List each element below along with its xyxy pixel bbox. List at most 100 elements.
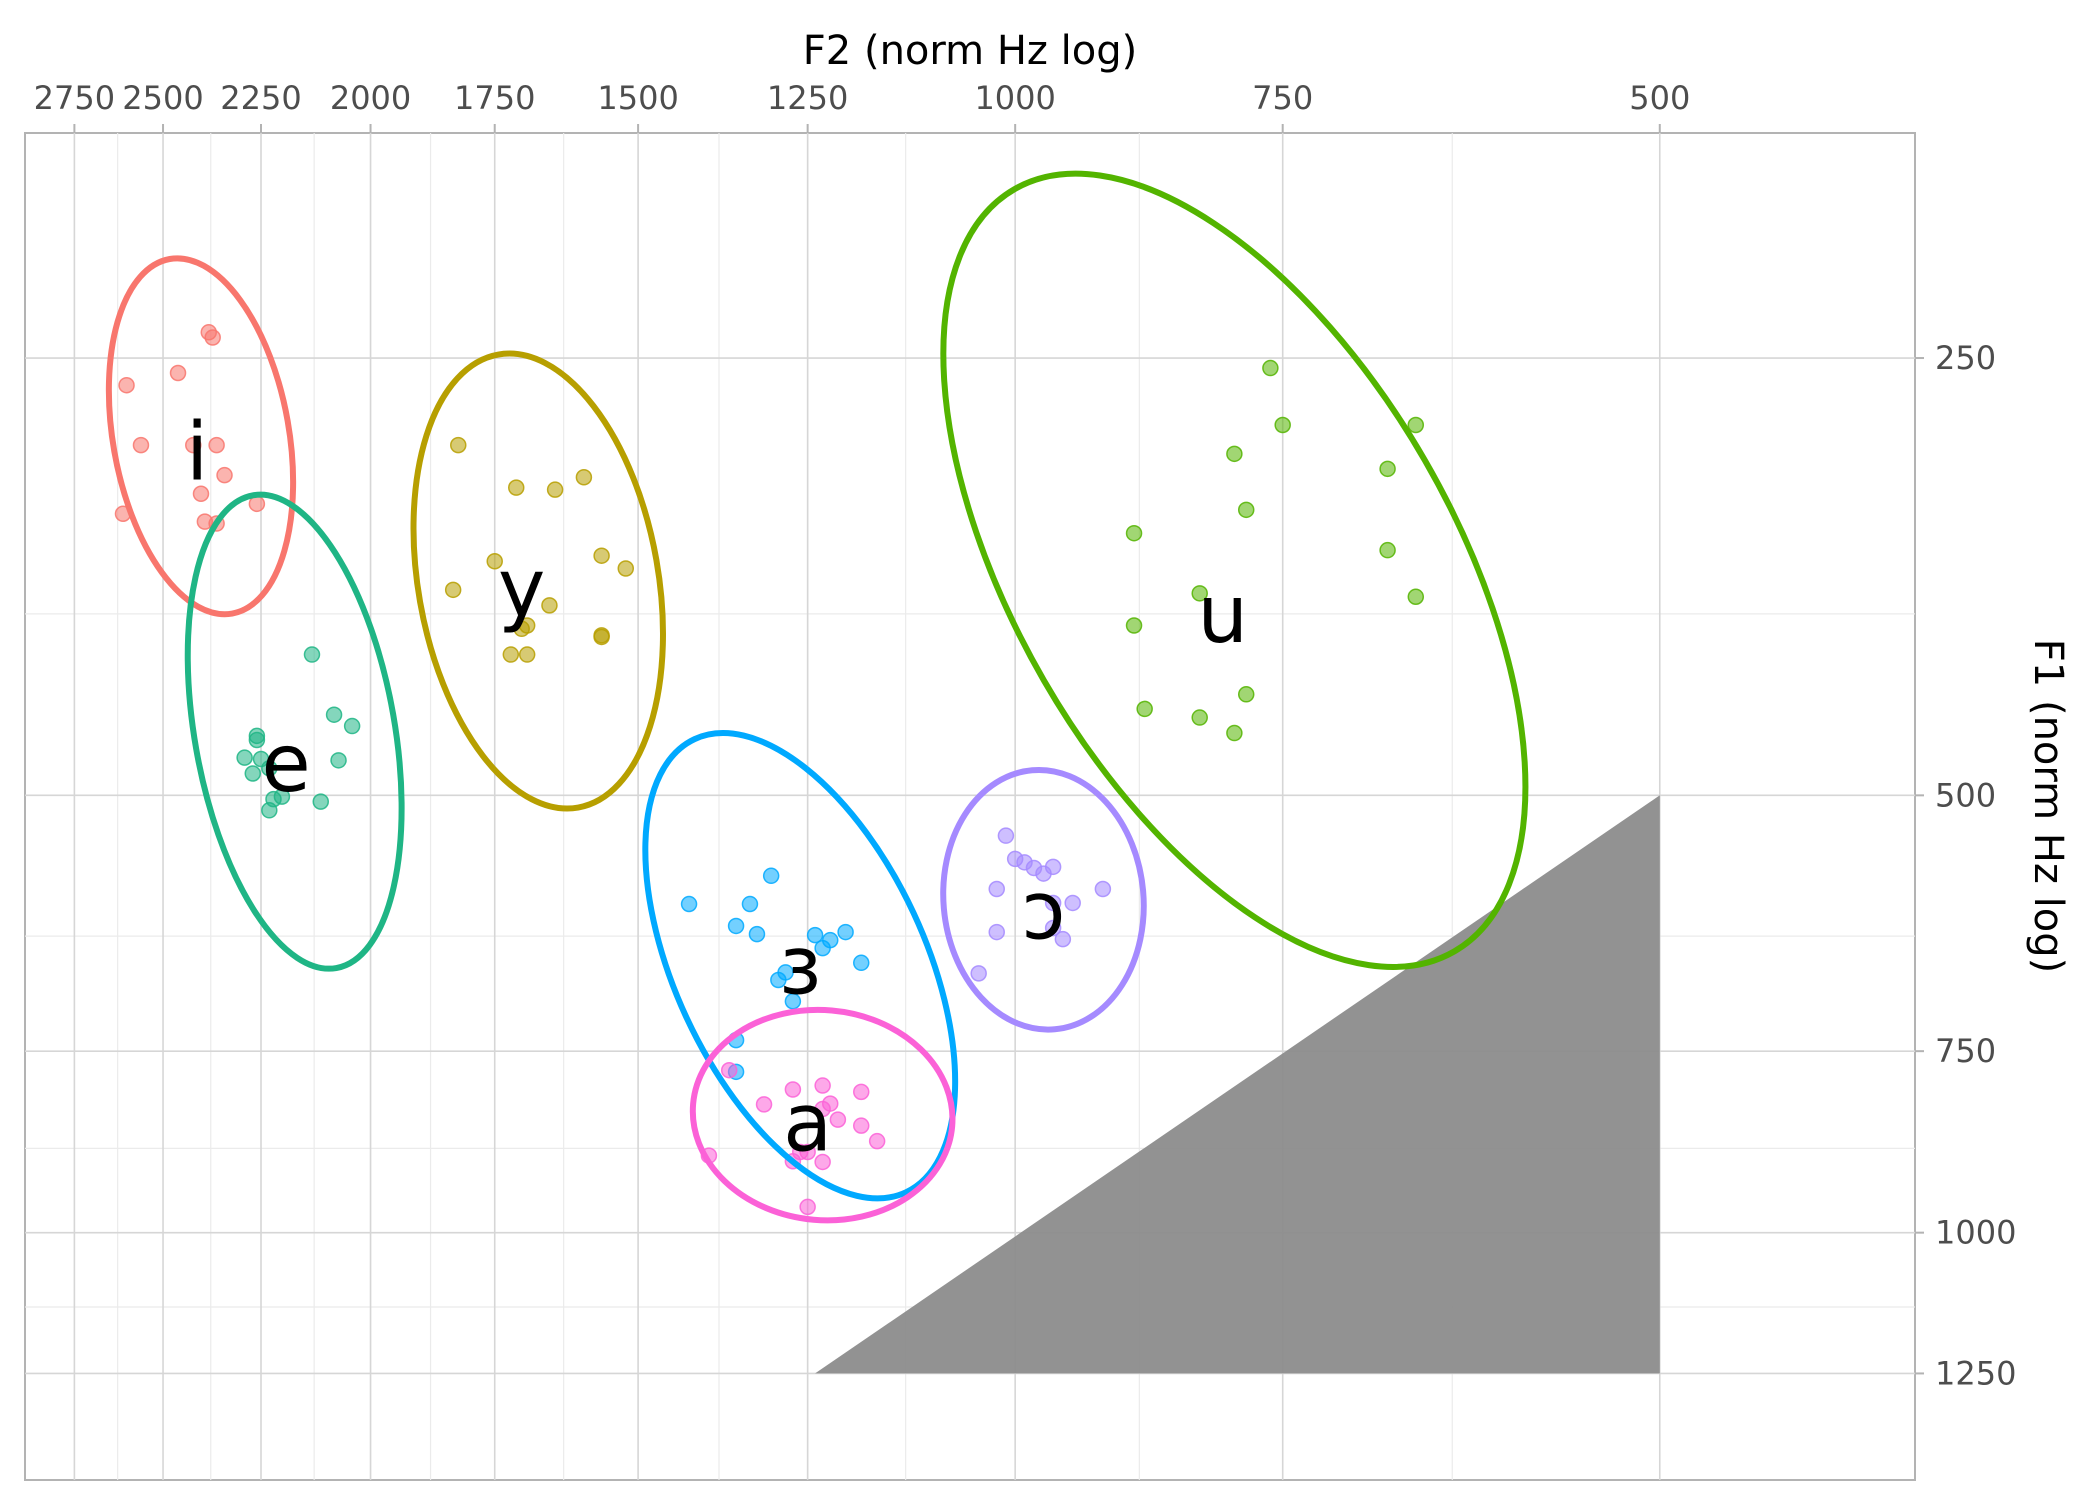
data-point	[192, 485, 210, 502]
data-point	[1379, 541, 1396, 559]
data-point	[593, 547, 610, 564]
vowel-label: y	[498, 542, 545, 635]
x-tick-label: 1500	[597, 79, 678, 117]
data-point	[988, 923, 1005, 941]
data-point	[1035, 865, 1052, 882]
data-point	[1125, 617, 1143, 634]
vowel-ellipse	[642, 730, 959, 1202]
data-point	[132, 436, 150, 454]
data-point	[204, 329, 221, 346]
vowel-ellipse	[940, 766, 1147, 1033]
data-point	[303, 646, 321, 663]
y-axis-ticks: 250 500 750 1000 1250	[1915, 339, 2016, 1392]
vowel-label: a	[783, 1077, 832, 1170]
data-point	[852, 1117, 870, 1134]
data-point	[1054, 930, 1072, 948]
data-point	[617, 560, 635, 577]
shaded-region-layer	[815, 795, 1660, 1374]
y-tick-label: 250	[1935, 339, 1996, 377]
data-point	[507, 479, 525, 496]
data-point	[814, 1100, 831, 1118]
vowel-ellipse	[184, 491, 405, 972]
data-point	[868, 1132, 886, 1150]
x-tick-label: 1750	[454, 79, 535, 117]
data-point	[118, 376, 135, 394]
data-point	[748, 925, 766, 943]
data-point	[1226, 445, 1243, 463]
y-tick-label: 1250	[1935, 1354, 2016, 1392]
y-tick-label: 500	[1935, 776, 1996, 814]
vowel-ellipse	[940, 170, 1529, 970]
data-point	[799, 1198, 816, 1216]
x-axis-title: F2 (norm Hz log)	[803, 28, 1137, 74]
data-point	[806, 926, 824, 944]
vowel-label: ɔ	[1022, 864, 1066, 957]
data-point	[1237, 501, 1255, 519]
data-point	[216, 466, 233, 484]
data-point	[1407, 588, 1425, 606]
data-point	[770, 971, 787, 989]
data-point	[518, 617, 536, 634]
data-point	[784, 1081, 802, 1098]
vowel-label: i	[186, 406, 208, 499]
data-point	[814, 1077, 831, 1094]
grid	[25, 133, 1915, 1480]
x-tick-label: 2750	[34, 79, 115, 117]
data-point	[248, 727, 266, 745]
data-point	[575, 469, 593, 486]
data-point	[970, 965, 987, 982]
vowel-ellipse	[410, 350, 666, 812]
data-point	[1094, 880, 1112, 898]
data-point	[450, 436, 467, 454]
data-point	[852, 1083, 870, 1101]
data-point	[169, 364, 187, 382]
data-point	[1407, 416, 1425, 434]
data-point	[784, 993, 802, 1010]
data-point	[546, 481, 564, 498]
data-point	[852, 954, 870, 972]
data-point	[1379, 460, 1396, 478]
vowel-label: u	[1197, 568, 1248, 661]
data-point	[444, 581, 462, 599]
data-point	[814, 1153, 831, 1171]
x-tick-label: 2250	[220, 79, 301, 117]
data-point	[593, 627, 610, 644]
data-point	[541, 597, 558, 614]
data-point	[814, 939, 831, 957]
data-point	[1262, 359, 1279, 377]
data-point	[261, 802, 278, 819]
data-point	[261, 760, 278, 777]
y-axis-title: F1 (norm Hz log)	[2025, 639, 2071, 973]
data-point	[1044, 894, 1062, 912]
x-tick-label: 2500	[122, 79, 203, 117]
data-point	[244, 765, 262, 782]
shaded-region	[815, 795, 1660, 1374]
y-tick-label: 1000	[1935, 1214, 2016, 1252]
data-point	[185, 436, 202, 454]
data-point	[1237, 686, 1255, 703]
x-tick-label: 750	[1252, 79, 1313, 117]
data-point	[1044, 919, 1062, 937]
data-point	[1191, 709, 1208, 726]
data-point	[988, 880, 1005, 898]
data-point	[325, 706, 343, 723]
data-point	[330, 752, 347, 769]
data-point	[741, 895, 759, 913]
x-tick-label: 500	[1629, 79, 1690, 117]
data-point	[208, 436, 225, 454]
data-point	[720, 1061, 738, 1079]
x-tick-label: 1000	[974, 79, 1055, 117]
data-point	[1274, 416, 1291, 434]
data-point	[1226, 724, 1243, 742]
data-point	[755, 1096, 773, 1113]
ellipses-layer	[105, 170, 1529, 1224]
vowel-label: e	[262, 717, 311, 810]
data-point	[312, 793, 330, 810]
data-point	[762, 867, 780, 885]
data-point	[727, 917, 745, 935]
vowel-label: ɜ	[779, 920, 822, 1013]
vowel-ellipse	[689, 1006, 956, 1224]
x-tick-label: 2000	[330, 79, 411, 117]
points-layer	[114, 324, 1425, 1216]
